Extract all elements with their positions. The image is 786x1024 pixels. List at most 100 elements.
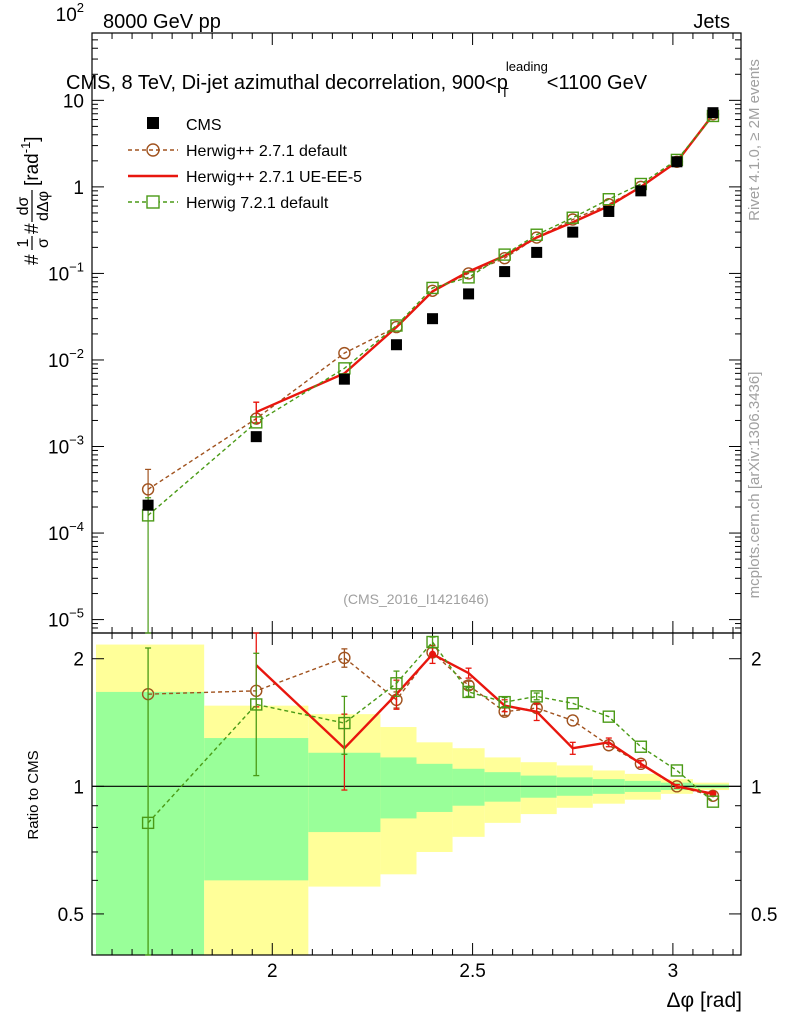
main-y-tick-base: 10: [48, 351, 69, 372]
plot-title: CMS, 8 TeV, Di-jet azimuthal decorrelati…: [66, 59, 648, 100]
ratio-point-herwig72: [250, 698, 263, 711]
main-point-cms: [338, 373, 350, 385]
main-y-tick-base: 10: [48, 524, 69, 545]
y-label-unit-sup: -1: [18, 142, 33, 154]
ratio-point-herwig72: [706, 795, 720, 808]
main-y-tick-label: 10−2: [48, 346, 84, 372]
main-y-tick-base: 10: [48, 264, 69, 285]
main-point-herwig72: [498, 248, 511, 261]
legend-label-herwig-ueee5: Herwig++ 2.7.1 UE-EE-5: [186, 169, 362, 186]
ratio-band-inner: [380, 757, 417, 819]
y-label-unit-main: [rad: [22, 153, 43, 186]
main-y-tick-base: 10: [63, 91, 84, 112]
main-point-herwig72: [426, 281, 439, 295]
ratio-y-tick-label-left: 2: [73, 650, 84, 671]
legend: CMS Herwig++ 2.7.1 default Herwig++ 2.7.…: [128, 117, 362, 212]
x-tick-label: 2: [267, 961, 278, 982]
mcplots-label: mcplots.cern.ch [arXiv:1306.3436]: [746, 372, 763, 599]
category-label: Jets: [693, 11, 730, 33]
main-point-cms: [671, 156, 683, 168]
ratio-point-herwig72: [426, 635, 439, 649]
x-axis-label: Δφ [rad]: [667, 989, 743, 1012]
main-point-cms: [499, 266, 511, 278]
ratio-y-tick-label-right: 2: [751, 650, 762, 671]
y-label-frac2-den: dΔφ: [35, 191, 52, 221]
main-y-tick-exponent: −2: [69, 346, 84, 361]
main-y-tick-exponent: −5: [69, 606, 84, 621]
legend-label-herwig-default: Herwig++ 2.7.1 default: [186, 143, 348, 160]
y-label-frac1-num: 1: [15, 238, 32, 247]
ratio-panel-frame: [91, 632, 742, 956]
ratio-point-herwig_default: [634, 757, 648, 771]
main-point-cms: [250, 431, 262, 443]
analysis-id: (CMS_2016_I1421646): [343, 591, 489, 607]
main-y-tick-label: 10: [63, 91, 84, 112]
main-y-axis-label: # 1 σ # dσ dΔφ [rad-1]: [15, 136, 52, 265]
ratio-point-herwig_default: [566, 714, 579, 727]
ratio-point-herwig72: [634, 740, 648, 753]
main-line-herwig72: [147, 115, 714, 516]
main-point-cms: [390, 339, 402, 351]
legend-marker-cms: [147, 117, 159, 129]
y-label-frac1-den: σ: [35, 238, 52, 248]
ratio-y-tick-label-left: 0.5: [58, 905, 84, 926]
main-point-herwig72: [462, 271, 475, 284]
main-y-tick-base: 10: [56, 5, 77, 26]
ratio-point-herwig72: [338, 716, 351, 730]
y-label-hash-2: #: [22, 223, 43, 234]
x-tick-label: 2.5: [459, 961, 485, 982]
main-point-cms: [427, 313, 439, 325]
main-point-cms: [142, 499, 154, 511]
main-point-cms: [463, 288, 475, 300]
main-point-cms: [567, 226, 579, 238]
main-point-cms: [603, 205, 615, 217]
ratio-point-herwig_default: [338, 651, 351, 665]
main-y-tick-label: 10−5: [48, 606, 84, 632]
main-y-tick-label: 1: [73, 178, 84, 199]
main-y-tick-base: 10: [48, 611, 69, 632]
ratio-point-herwig72: [670, 764, 684, 777]
ratio-point-herwig72: [141, 816, 155, 830]
main-point-herwig72: [250, 416, 263, 429]
main-point-herwig_default: [338, 346, 351, 360]
main-point-cms: [531, 246, 543, 258]
x-tick-label: 3: [668, 961, 679, 982]
main-y-tick-label: 10−1: [48, 259, 84, 285]
ratio-point-herwig72: [566, 697, 579, 710]
main-point-cms: [707, 107, 719, 119]
ratio-point-herwig72: [530, 690, 543, 703]
main-y-tick-label: 10−3: [48, 433, 84, 459]
main-point-herwig72: [602, 193, 615, 206]
ratio-y-axis-label: Ratio to CMS: [25, 750, 42, 839]
ratio-line-herwig_ueee5: [255, 652, 714, 796]
ratio-point-herwig72: [462, 685, 475, 699]
ratio-point-herwig72: [390, 677, 403, 690]
main-y-tick-exponent: −3: [69, 433, 84, 448]
y-label-unit-end: ]: [22, 136, 43, 141]
legend-label-herwig72: Herwig 7.2.1 default: [186, 195, 329, 212]
ratio-point-herwig72: [602, 710, 615, 723]
ratio-band-inner: [416, 763, 453, 812]
main-y-tick-exponent: 2: [77, 0, 84, 15]
main-y-tick-base: 10: [48, 438, 69, 459]
plot-title-main: CMS, 8 TeV, Di-jet azimuthal decorrelati…: [66, 72, 508, 94]
main-y-tick-exponent: −4: [69, 519, 84, 534]
main-point-herwig_default: [141, 483, 155, 496]
main-y-tick-label: 102: [56, 0, 84, 26]
ratio-y-tick-label-right: 0.5: [751, 905, 777, 926]
ratio-y-tick-label-right: 1: [751, 777, 762, 798]
main-y-tick-base: 1: [73, 178, 84, 199]
plot-title-superscript: leading: [506, 59, 548, 74]
ratio-point-herwig72: [498, 695, 511, 709]
ratio-band-inner: [452, 768, 485, 806]
ratio-point-herwig_ueee5: [429, 650, 437, 658]
legend-marker-herwig-default: [146, 143, 160, 157]
y-label-hash-1: #: [22, 254, 43, 265]
main-point-cms: [635, 185, 647, 197]
main-point-herwig72: [530, 228, 543, 241]
main-y-tick-exponent: −1: [69, 259, 84, 274]
main-y-tick-label: 10−4: [48, 519, 84, 545]
plot-title-subscript: T: [501, 85, 509, 100]
